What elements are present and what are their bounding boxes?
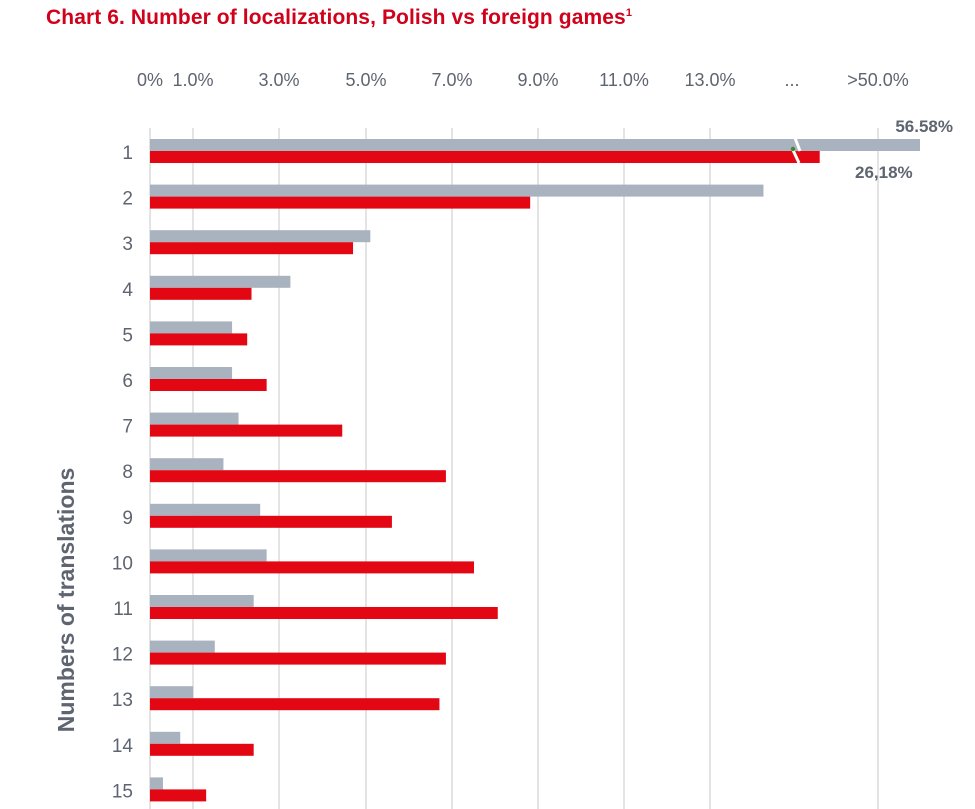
bar-polish — [150, 561, 474, 574]
y-category-label: 8 — [122, 462, 133, 483]
chart-title-text: Chart 6. Number of localizations, Polish… — [46, 6, 626, 29]
y-category-label: 14 — [112, 736, 134, 757]
x-tick-label: 0% — [137, 70, 163, 90]
bar-polish — [150, 196, 531, 209]
bar-polish — [150, 607, 498, 619]
bar-polish — [150, 242, 354, 255]
x-tick-label: 13.0% — [684, 70, 735, 90]
x-tick-label: 1.0% — [172, 70, 213, 90]
bar-foreign — [150, 458, 224, 471]
x-tick-label: 3.0% — [258, 70, 299, 90]
axis-break-dot — [790, 146, 796, 152]
y-category-label: 10 — [112, 553, 133, 574]
bar-foreign — [150, 139, 920, 151]
y-axis-label: Numbers of translations — [53, 468, 79, 733]
y-category-label: 13 — [112, 690, 133, 711]
bar-polish — [150, 470, 446, 483]
data-label-polish-1: 26,18% — [855, 163, 913, 182]
bar-foreign — [150, 412, 239, 425]
bar-foreign — [150, 230, 371, 243]
bar-foreign — [150, 549, 267, 562]
x-tick-label: >50.0% — [847, 70, 909, 90]
chart-title: Chart 6. Number of localizations, Polish… — [46, 6, 632, 30]
bar-polish — [150, 743, 254, 756]
axis-break-mark — [793, 137, 802, 152]
y-category-label: 12 — [112, 645, 133, 666]
y-category-label: 1 — [122, 143, 133, 164]
bar-foreign — [150, 686, 194, 699]
bar-polish — [150, 698, 440, 711]
bars — [150, 137, 920, 802]
y-category-label: 9 — [122, 508, 133, 529]
x-tick-label: 5.0% — [345, 70, 386, 90]
bar-foreign — [150, 503, 261, 516]
bar-polish — [150, 333, 248, 346]
x-axis-ticks: 0% 1.0% 3.0% 5.0% 7.0% 9.0% 11.0% 13.0%... >50.0… — [137, 70, 909, 90]
y-category-label: 11 — [113, 599, 133, 620]
bar-foreign — [150, 321, 233, 334]
bar-polish — [150, 652, 446, 665]
y-category-label: 4 — [122, 280, 133, 301]
bar-polish — [150, 379, 267, 391]
y-category-label: 2 — [122, 189, 133, 210]
y-category-label: 3 — [122, 234, 133, 255]
bar-foreign — [150, 731, 181, 744]
bar-polish — [150, 515, 392, 528]
x-tick-label: 9.0% — [517, 70, 558, 90]
bar-foreign — [150, 640, 215, 653]
bar-polish — [150, 789, 207, 802]
data-labels: 56.58% 26,18% — [855, 117, 953, 182]
bar-foreign — [150, 184, 764, 197]
y-category-label: 15 — [112, 781, 133, 802]
bar-polish — [150, 151, 820, 163]
axis-break-mark — [791, 149, 801, 164]
y-category-label: 5 — [122, 325, 133, 346]
bar-polish — [150, 424, 343, 437]
bar-foreign — [150, 275, 291, 288]
data-label-foreign-1: 56.58% — [895, 117, 953, 136]
bar-foreign — [150, 595, 254, 607]
bar-foreign — [150, 777, 163, 790]
y-category-label: 7 — [122, 417, 133, 438]
title-footnote-marker: 1 — [625, 7, 633, 19]
bar-foreign — [150, 367, 233, 379]
y-category-label: 6 — [122, 371, 133, 392]
bar-polish — [150, 287, 252, 300]
x-tick-label: 11.0% — [599, 70, 649, 90]
x-tick-label: 7.0% — [431, 70, 472, 90]
x-tick-label: ... — [784, 70, 799, 90]
